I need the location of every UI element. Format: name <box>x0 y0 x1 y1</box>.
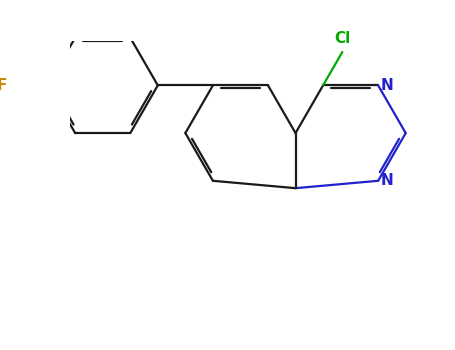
Text: N: N <box>380 173 393 188</box>
Text: Cl: Cl <box>334 31 350 46</box>
Text: F: F <box>0 78 7 93</box>
Text: N: N <box>380 78 393 93</box>
